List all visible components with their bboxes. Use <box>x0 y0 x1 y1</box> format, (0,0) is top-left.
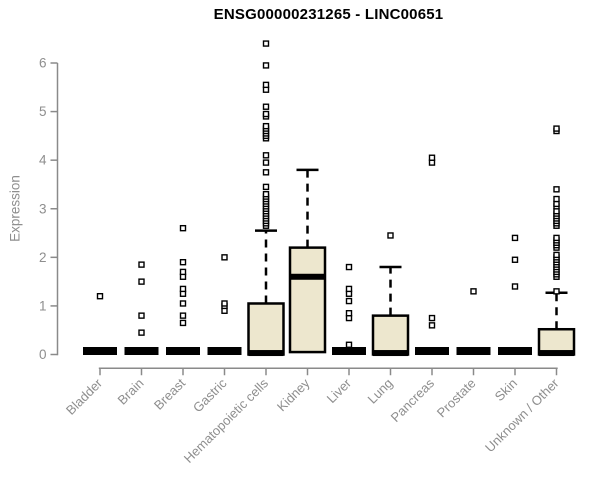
outlier-point <box>262 81 270 89</box>
x-axis-tick-label: Pancreas <box>388 375 438 425</box>
outlier-point <box>345 263 353 271</box>
y-axis-tick-label: 1 <box>39 298 47 313</box>
box-iqr <box>247 302 285 356</box>
outlier-point <box>221 300 228 307</box>
outlier-point <box>345 285 353 293</box>
outlier-point <box>470 288 477 295</box>
x-axis-tick-label: Bladder <box>63 375 106 418</box>
x-axis-tick-label: Unknown / Other <box>482 375 562 455</box>
y-axis-tick-label: 5 <box>39 104 47 119</box>
x-axis-tick-label: Brain <box>115 376 147 408</box>
chart-title: ENSG00000231265 - LINC00651 <box>213 6 444 23</box>
outlier-point <box>179 319 187 327</box>
outlier-point <box>345 297 353 305</box>
box-collapsed <box>498 347 532 355</box>
outlier-point <box>138 261 145 268</box>
outlier-point <box>138 278 145 285</box>
outlier-point <box>511 256 519 263</box>
y-axis-tick-label: 3 <box>39 201 47 216</box>
outlier-point <box>262 159 270 166</box>
outlier-point <box>345 341 353 348</box>
outlier-point <box>553 195 560 203</box>
outlier-point <box>428 322 436 329</box>
box-collapsed <box>83 347 117 355</box>
outlier-point <box>428 154 436 161</box>
outlier-point <box>262 122 270 130</box>
outlier-point <box>262 103 270 110</box>
outlier-point <box>262 62 270 69</box>
outlier-point <box>179 312 187 319</box>
outlier-point <box>511 283 519 290</box>
box-collapsed <box>415 347 449 355</box>
y-axis-tick-label: 4 <box>39 153 47 168</box>
box-collapsed <box>207 347 242 355</box>
box-iqr <box>371 314 410 356</box>
outlier-point <box>262 183 270 191</box>
median-line <box>290 273 325 280</box>
outlier-point <box>553 186 560 193</box>
median-line <box>373 350 408 357</box>
y-axis-tick-label: 2 <box>39 250 47 265</box>
outlier-point <box>179 300 187 307</box>
box-collapsed <box>124 347 159 355</box>
y-axis-tick-label: 0 <box>39 347 47 362</box>
x-axis-tick-label: Prostate <box>434 376 479 421</box>
outlier-point <box>262 110 270 118</box>
box-collapsed <box>166 347 200 355</box>
box-collapsed <box>456 347 491 355</box>
outlier-point <box>221 254 228 261</box>
outlier-point <box>262 169 270 176</box>
median-line <box>248 350 284 357</box>
outlier-point <box>179 224 187 232</box>
outlier-point <box>428 314 436 322</box>
outlier-point <box>96 293 104 300</box>
outlier-point <box>179 258 187 266</box>
outlier-point <box>262 40 270 47</box>
outlier-point <box>511 234 519 242</box>
outlier-point <box>553 251 560 259</box>
outlier-point <box>553 288 560 295</box>
outlier-point <box>138 329 145 336</box>
y-axis-tick-label: 6 <box>39 56 47 71</box>
x-axis-tick-label: Gastric <box>190 375 230 415</box>
box-iqr <box>288 246 327 354</box>
x-axis-tick-label: Skin <box>492 376 520 404</box>
outlier-point <box>553 125 560 132</box>
x-axis-tick-label: Liver <box>324 375 355 406</box>
box-collapsed <box>332 347 366 355</box>
median-line <box>539 350 574 357</box>
outlier-point <box>553 234 560 242</box>
x-axis-tick-label: Breast <box>151 375 188 412</box>
outlier-point <box>179 268 187 276</box>
outlier-point <box>387 232 394 239</box>
x-axis-tick-label: Kidney <box>274 375 313 414</box>
outlier-point <box>179 285 187 293</box>
outlier-point <box>262 190 270 198</box>
outlier-point <box>138 312 145 319</box>
outlier-point <box>262 152 270 159</box>
outlier-point <box>345 310 353 317</box>
x-axis-tick-label: Lung <box>365 376 396 407</box>
